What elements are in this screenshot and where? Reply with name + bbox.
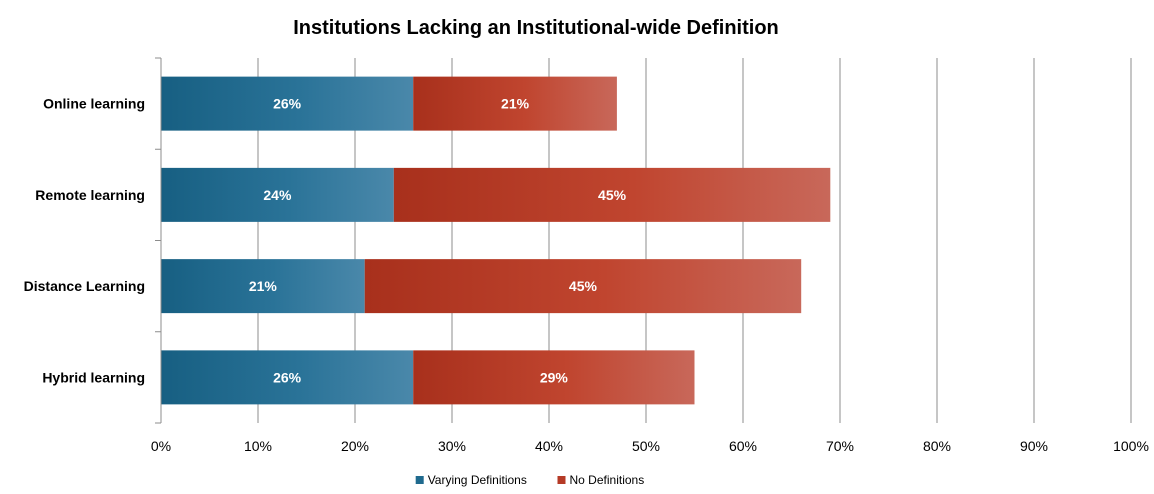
- bar-segment: [364, 259, 802, 314]
- category-label: Online learning: [43, 96, 145, 112]
- x-tick-label: 40%: [535, 438, 563, 454]
- data-label: 45%: [598, 187, 627, 203]
- data-label: 26%: [273, 369, 302, 385]
- bar-segment: [413, 350, 695, 405]
- data-label: 24%: [263, 187, 292, 203]
- legend-label: No Definitions: [570, 473, 645, 487]
- bar-segment: [161, 259, 365, 314]
- bar-segment: [161, 76, 414, 131]
- legend-swatch: [557, 476, 566, 484]
- legend-swatch: [415, 476, 424, 484]
- x-tick-label: 80%: [923, 438, 951, 454]
- data-label: 26%: [273, 96, 302, 112]
- bars: [161, 76, 831, 405]
- x-tick-label: 0%: [151, 438, 171, 454]
- x-tick-label: 60%: [729, 438, 757, 454]
- axes: 0% 10% 20% 30% 40% 50% 60% 70% 80% 90% 100% Online …: [24, 57, 1149, 454]
- bar-segment: [413, 76, 617, 131]
- x-tick-label: 70%: [826, 438, 854, 454]
- data-label: 21%: [501, 96, 530, 112]
- category-label: Distance Learning: [24, 278, 145, 294]
- bar-segment: [393, 167, 831, 222]
- chart-title: Institutions Lacking an Institutional-wi…: [293, 17, 779, 39]
- bar-segment: [161, 350, 414, 405]
- category-label: Remote learning: [35, 187, 145, 203]
- bar-segment: [161, 167, 394, 222]
- category-label: Hybrid learning: [42, 369, 145, 385]
- x-tick-label: 50%: [632, 438, 660, 454]
- x-tick-label: 100%: [1113, 438, 1149, 454]
- legend: Varying Definitions No Definitions: [415, 473, 645, 487]
- x-tick-label: 10%: [244, 438, 272, 454]
- x-tick-label: 20%: [341, 438, 369, 454]
- x-tick-label: 30%: [438, 438, 466, 454]
- data-label: 21%: [249, 278, 278, 294]
- data-label: 45%: [569, 278, 598, 294]
- legend-label: Varying Definitions: [428, 473, 527, 487]
- data-labels: 26% 21% 24% 45% 21% 45% 26% 29%: [249, 96, 627, 386]
- x-tick-label: 90%: [1020, 438, 1048, 454]
- data-label: 29%: [540, 369, 569, 385]
